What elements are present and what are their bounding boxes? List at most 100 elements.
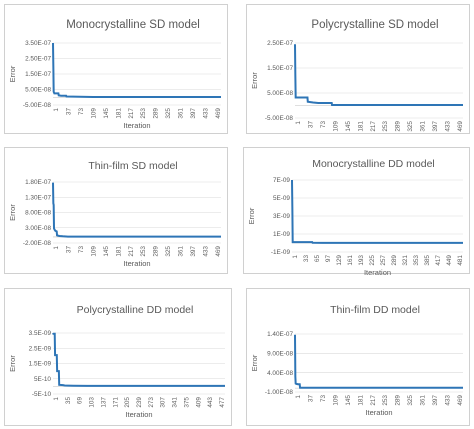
x-tick-label: 37 bbox=[307, 395, 314, 403]
x-tick-label: 109 bbox=[332, 121, 339, 132]
x-tick-label: 449 bbox=[446, 255, 453, 266]
y-tick-label: 1.40E-07 bbox=[267, 331, 293, 338]
x-tick-label: 253 bbox=[140, 108, 147, 119]
x-tick-label: 103 bbox=[89, 397, 96, 408]
x-tick-label: 325 bbox=[407, 395, 414, 406]
x-tick-label: 181 bbox=[115, 108, 122, 119]
x-tick-label: 289 bbox=[153, 246, 160, 257]
chart-panel-2: Polycrystalline SD model 2.50E-07 1.50E-07… bbox=[246, 4, 470, 135]
y-tick-label: 1.5E-09 bbox=[29, 361, 52, 368]
y-tick-label: 3E-09 bbox=[273, 213, 290, 220]
x-tick-label: 225 bbox=[369, 255, 376, 266]
x-tick-label: 69 bbox=[77, 397, 84, 405]
y-tick-label: 3.5E-09 bbox=[29, 330, 52, 337]
y-axis-label: Error bbox=[250, 72, 259, 89]
series-line bbox=[52, 42, 221, 98]
x-tick-label: 1 bbox=[292, 255, 299, 259]
x-tick-label: 433 bbox=[445, 121, 452, 132]
x-tick-label: 129 bbox=[336, 255, 343, 266]
x-tick-label: 109 bbox=[90, 246, 97, 257]
x-tick-label: 321 bbox=[402, 255, 409, 266]
x-axis-label: Iteration bbox=[364, 268, 391, 275]
chart-panel-3: Thin-film SD model 1.80E-07 1.30E-07 8.00E-… bbox=[4, 147, 228, 274]
x-tick-label: 353 bbox=[413, 255, 420, 266]
x-tick-label: 1 bbox=[295, 395, 302, 399]
x-tick-label: 325 bbox=[407, 121, 414, 132]
y-tick-label: 1.30E-07 bbox=[25, 194, 51, 201]
x-tick-label: 409 bbox=[195, 397, 202, 408]
y-tick-label: 5.00E-08 bbox=[25, 87, 51, 94]
x-tick-label: 73 bbox=[78, 108, 85, 116]
series-line bbox=[291, 179, 463, 244]
y-tick-label: 1.50E-07 bbox=[25, 71, 51, 78]
chart-svg: Monocrystalline DD model 7E-09 5E-09 3E-09 1… bbox=[247, 158, 464, 275]
y-tick-label: 2.50E-07 bbox=[267, 40, 293, 47]
x-axis-label: Iteration bbox=[123, 121, 150, 130]
chart-title: Thin-film SD model bbox=[88, 160, 177, 172]
x-tick-label: 325 bbox=[165, 108, 172, 119]
x-tick-label: 35 bbox=[65, 397, 72, 405]
x-tick-label: 1 bbox=[295, 121, 302, 125]
y-tick-label: 4.00E-08 bbox=[267, 370, 293, 377]
chart-title: Monocrystalline DD model bbox=[312, 158, 435, 170]
chart-panel-5: Polycrystalline DD model 3.5E-09 2.5E-09 1.… bbox=[4, 288, 232, 426]
x-tick-label: 253 bbox=[382, 121, 389, 132]
y-tick-label: 1.80E-07 bbox=[25, 179, 51, 186]
y-tick-label: 3.50E-07 bbox=[25, 40, 51, 47]
chart-title: Thin-film DD model bbox=[330, 304, 420, 316]
y-tick-label: -5.00E-08 bbox=[265, 115, 294, 122]
chart-title: Monocrystalline SD model bbox=[66, 19, 200, 31]
y-tick-label: 5.00E-08 bbox=[267, 90, 293, 97]
x-tick-label: 477 bbox=[219, 397, 226, 408]
x-tick-label: 181 bbox=[357, 395, 364, 406]
y-tick-label: 5E-10 bbox=[34, 376, 51, 383]
x-tick-label: 37 bbox=[65, 108, 72, 116]
x-tick-label: 145 bbox=[345, 121, 352, 132]
x-tick-label: 193 bbox=[358, 255, 365, 266]
chart-svg: Thin-film SD model 1.80E-07 1.30E-07 8.00E-… bbox=[8, 160, 222, 268]
x-tick-label: 385 bbox=[424, 255, 431, 266]
x-tick-label: 433 bbox=[203, 108, 210, 119]
x-tick-label: 181 bbox=[357, 121, 364, 132]
x-tick-label: 397 bbox=[190, 108, 197, 119]
y-axis-label: Error bbox=[8, 355, 17, 372]
x-tick-label: 33 bbox=[303, 255, 310, 263]
chart-svg: Polycrystalline DD model 3.5E-09 2.5E-09 1.… bbox=[8, 304, 226, 419]
chart-panel-1: Monocrystalline SD model 3.50E-07 2.50E-07… bbox=[4, 4, 228, 134]
x-tick-label: 1 bbox=[53, 108, 60, 112]
x-tick-label: 145 bbox=[103, 108, 110, 119]
y-tick-label: -5.00E-08 bbox=[23, 102, 52, 109]
x-tick-label: 73 bbox=[320, 121, 327, 129]
y-axis-label: Error bbox=[8, 204, 17, 221]
y-tick-label: 9.00E-08 bbox=[267, 351, 293, 358]
series-line bbox=[52, 332, 225, 387]
x-tick-label: 289 bbox=[153, 108, 160, 119]
x-tick-label: 433 bbox=[203, 246, 210, 257]
x-tick-label: 469 bbox=[457, 395, 464, 406]
x-tick-label: 289 bbox=[395, 121, 402, 132]
chart-svg: Polycrystalline SD model 2.50E-07 1.50E-07… bbox=[250, 19, 464, 135]
x-tick-label: 145 bbox=[345, 395, 352, 406]
x-tick-label: 417 bbox=[435, 255, 442, 266]
y-tick-label: -1E-09 bbox=[271, 249, 291, 256]
x-tick-label: 109 bbox=[90, 108, 97, 119]
chart-title: Polycrystalline DD model bbox=[77, 304, 194, 316]
x-tick-label: 1 bbox=[53, 246, 60, 250]
x-tick-label: 217 bbox=[128, 246, 135, 257]
x-tick-label: 145 bbox=[103, 246, 110, 257]
x-axis-label: Iteration bbox=[365, 134, 392, 135]
y-axis-label: Error bbox=[250, 354, 259, 371]
x-tick-label: 361 bbox=[178, 246, 185, 257]
chart-panel-4: Monocrystalline DD model 7E-09 5E-09 3E-09 1… bbox=[243, 147, 470, 275]
x-tick-label: 171 bbox=[112, 397, 119, 408]
x-tick-label: 361 bbox=[178, 108, 185, 119]
x-tick-label: 325 bbox=[165, 246, 172, 257]
x-tick-label: 469 bbox=[215, 108, 222, 119]
x-axis-label: Iteration bbox=[365, 408, 392, 417]
y-tick-label: -1.00E-08 bbox=[265, 389, 294, 396]
x-tick-label: 1 bbox=[53, 397, 60, 401]
x-tick-label: 481 bbox=[457, 255, 464, 266]
x-tick-label: 397 bbox=[432, 121, 439, 132]
y-tick-label: 7E-09 bbox=[273, 177, 290, 184]
